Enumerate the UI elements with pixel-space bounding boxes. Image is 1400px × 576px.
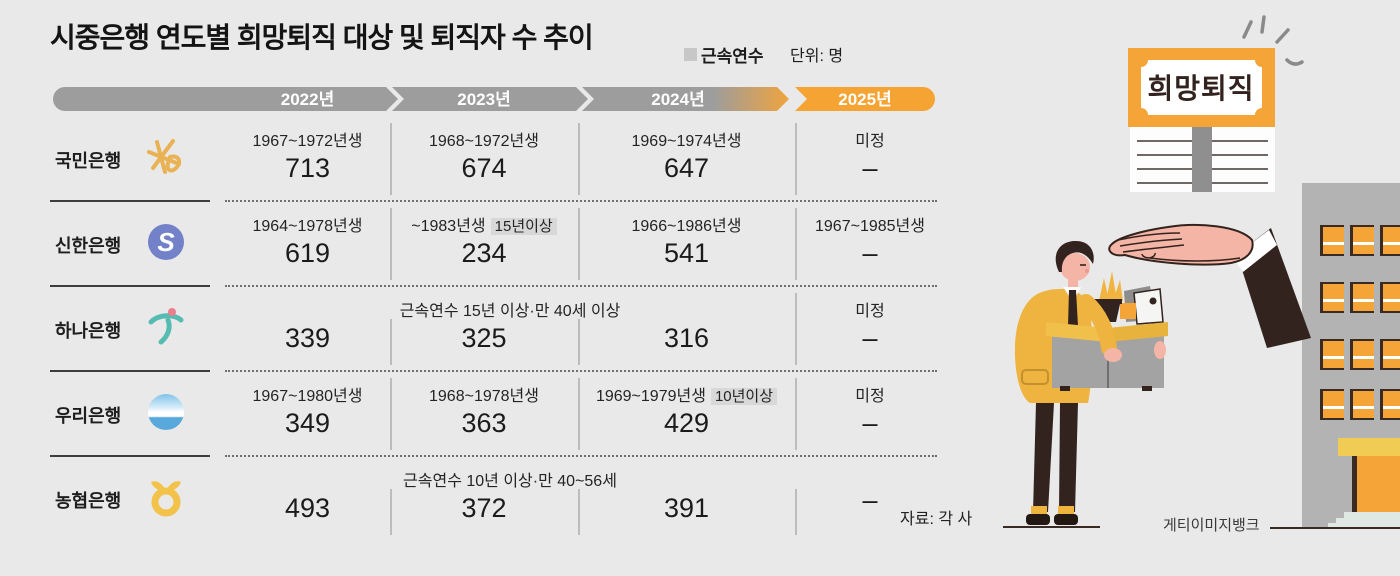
hana-bank-logo-icon [148,308,184,345]
eligibility-label: ~1983년생 15년이상 [390,212,578,236]
column-divider [578,208,580,280]
retiree-count: 339 [284,323,331,353]
table-row-shinhan: 신한은행 S 1964~1978년생 619 ~1983년생 15년이상 234 … [50,202,945,287]
tenure-badge: 15년이상 [490,218,557,235]
year-header-2023: 2023년 [457,90,511,109]
column-divider [795,208,797,280]
column-divider [578,378,580,450]
legend: 근속연수 [684,42,764,67]
kb-bank-logo-icon [147,139,182,174]
column-divider [795,293,797,365]
row-divider-solid [50,370,210,372]
eligibility-label: 1968~1978년생 [429,388,539,405]
retiree-count: – [862,408,878,438]
retiree-count: – [862,153,878,183]
year-header-2022: 2022년 [280,90,335,109]
row-divider-dotted [225,455,937,457]
bank-name: 하나은행 [55,321,122,341]
span-eligibility-label: 근속연수 15년 이상·만 40세 이상 [399,303,621,320]
retiree-count: – [862,323,878,353]
bank-name: 국민은행 [55,151,122,171]
eligibility-label: 1967~1972년생 [252,133,363,150]
column-divider [390,123,392,195]
retirement-illustration: 희망퇴직 [1003,15,1400,529]
eligibility-label: 1964~1978년생 [252,218,363,235]
legend-label: 근속연수 [701,47,764,66]
retiree-count: 713 [284,153,331,183]
sparkle-icon [1242,15,1304,66]
row-divider-dotted [225,370,937,372]
table-row-hana: 하나은행 근속연수 15년 이상·만 40세 이상 339 325 316 미정… [50,287,945,372]
column-divider [390,208,392,280]
eligibility-label: 미정 [855,303,885,320]
column-divider [795,489,797,535]
row-divider-solid [50,455,210,457]
retiree-count: 391 [663,493,710,523]
eligibility-label: 1969~1974년생 [631,133,742,150]
column-divider [390,378,392,450]
retiree-count: 429 [663,408,710,438]
source-note: 자료: 각 사 [900,511,973,528]
eligibility-label: 1968~1972년생 [429,133,539,150]
ground-line [1003,526,1400,529]
year-arrow-band [53,87,935,111]
retiree-count: 316 [663,323,710,353]
woori-bank-logo-icon [148,394,184,430]
eligibility-label: 1967~1985년생 [815,218,925,235]
eligibility-label: 미정 [855,133,885,150]
tenure-badge: 10년이상 [710,388,778,405]
column-divider [578,489,580,535]
retiree-count: – [862,238,878,268]
unit-label: 단위: 명 [790,48,844,65]
bank-name: 농협은행 [55,491,122,511]
building-illustration [1302,183,1400,528]
row-divider-solid [50,285,210,287]
retiree-count: 647 [663,153,710,183]
retiree-count: 493 [284,493,331,523]
svg-text:S: S [157,227,175,257]
image-credit: 게티이미지뱅크 [1163,517,1260,534]
legend-swatch-icon [684,48,697,61]
year-header-2024: 2024년 [651,90,705,109]
year-header-2025: 2025년 [838,90,892,109]
retiree-count: 349 [284,408,331,438]
retiree-count: 674 [461,153,507,183]
eligibility-label: 1966~1986년생 [631,218,742,235]
span-eligibility-label: 근속연수 10년 이상·만 40~56세 [403,473,617,490]
column-divider [578,123,580,195]
retirement-table: 국민은행 1967~1972년생 713 1968~1972년생 674 196… [50,0,945,576]
bank-name: 신한은행 [55,236,122,256]
table-row-woori: 우리은행 1967~1980년생 349 1968~1978년생 363 [50,372,945,457]
bank-name: 우리은행 [55,406,122,426]
column-divider [795,378,797,450]
retiree-count: 619 [284,238,331,268]
retiree-count: 372 [461,493,507,523]
row-divider-solid [50,200,210,202]
retiree-count: 363 [461,408,507,438]
column-divider [578,319,580,365]
shinhan-bank-logo-icon: S [148,224,184,260]
retiree-count: – [862,485,878,515]
giant-hand-illustration [1108,223,1311,348]
nh-bank-logo-icon [151,481,181,517]
eligibility-label: 1969~1979년생 10년이상 [578,382,795,406]
sign-illustration: 희망퇴직 [1128,15,1304,192]
employee-illustration [1014,240,1168,525]
retiree-count: 541 [663,238,710,268]
column-divider [390,319,392,365]
retiree-count: 234 [461,238,507,268]
row-divider-dotted [225,200,937,202]
retiree-count: 325 [461,323,507,353]
column-divider [390,489,392,535]
column-divider [795,123,797,195]
row-divider-dotted [225,285,937,287]
table-row-kb: 국민은행 1967~1972년생 713 1968~1972년생 674 196… [50,117,945,202]
table-row-nh: 농협은행 근속연수 10년 이상·만 40~56세 493 372 391 – [50,457,945,542]
eligibility-label: 1967~1980년생 [252,388,363,405]
page-title: 시중은행 연도별 희망퇴직 대상 및 퇴직자 수 추이 [50,22,594,53]
sign-text: 희망퇴직 [1147,73,1254,104]
eligibility-label: 미정 [855,388,885,405]
